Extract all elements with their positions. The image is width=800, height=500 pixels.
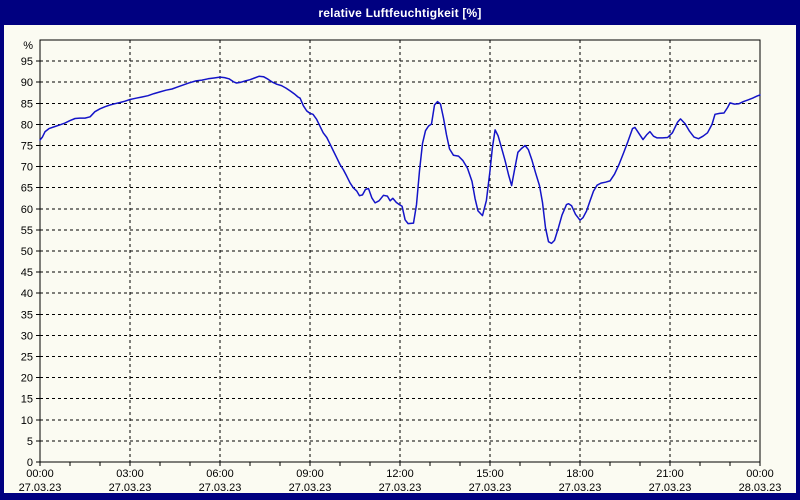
x-axis-time-label: 12:00 xyxy=(386,468,414,480)
y-axis-label: 50 xyxy=(21,246,33,258)
x-axis-time-label: 03:00 xyxy=(116,468,144,480)
y-axis-unit-label: % xyxy=(23,40,33,52)
y-axis-label: 60 xyxy=(21,204,33,216)
y-axis-label: 5 xyxy=(27,436,33,448)
x-axis-time-label: 06:00 xyxy=(206,468,234,480)
x-axis-date-label: 27.03.23 xyxy=(109,482,152,494)
x-axis-time-label: 15:00 xyxy=(476,468,504,480)
y-axis-label: 65 xyxy=(21,183,33,195)
x-axis-time-label: 21:00 xyxy=(656,468,684,480)
y-axis-label: 35 xyxy=(21,309,33,321)
x-axis-date-label: 27.03.23 xyxy=(469,482,512,494)
y-axis-label: 80 xyxy=(21,119,33,131)
y-axis-label: 30 xyxy=(21,330,33,342)
y-axis-label: 70 xyxy=(21,162,33,174)
x-axis-date-label: 27.03.23 xyxy=(649,482,692,494)
y-axis-label: 95 xyxy=(21,56,33,68)
chart-title: relative Luftfeuchtigkeit [%] xyxy=(318,5,482,20)
x-axis-time-label: 00:00 xyxy=(746,468,774,480)
title-bar: relative Luftfeuchtigkeit [%] xyxy=(0,0,800,25)
y-axis-label: 85 xyxy=(21,98,33,110)
x-axis-date-label: 27.03.23 xyxy=(289,482,332,494)
y-axis-label: 55 xyxy=(21,225,33,237)
humidity-line xyxy=(39,75,761,245)
y-axis-label: 45 xyxy=(21,267,33,279)
x-axis-date-label: 28.03.23 xyxy=(739,482,782,494)
x-axis-date-label: 27.03.23 xyxy=(199,482,242,494)
y-axis-label: 10 xyxy=(21,415,33,427)
y-axis-label: 25 xyxy=(21,352,33,364)
y-axis-label: 75 xyxy=(21,141,33,153)
x-axis-time-label: 18:00 xyxy=(566,468,594,480)
x-axis-date-label: 27.03.23 xyxy=(19,482,62,494)
y-axis-label: 90 xyxy=(21,77,33,89)
x-axis-date-label: 27.03.23 xyxy=(379,482,422,494)
y-axis-label: 15 xyxy=(21,394,33,406)
y-axis-label: 0 xyxy=(27,457,33,469)
y-axis-label: 40 xyxy=(21,288,33,300)
x-axis-date-label: 27.03.23 xyxy=(559,482,602,494)
x-axis-time-label: 00:00 xyxy=(26,468,54,480)
x-axis-time-label: 09:00 xyxy=(296,468,324,480)
y-axis-label: 20 xyxy=(21,373,33,385)
